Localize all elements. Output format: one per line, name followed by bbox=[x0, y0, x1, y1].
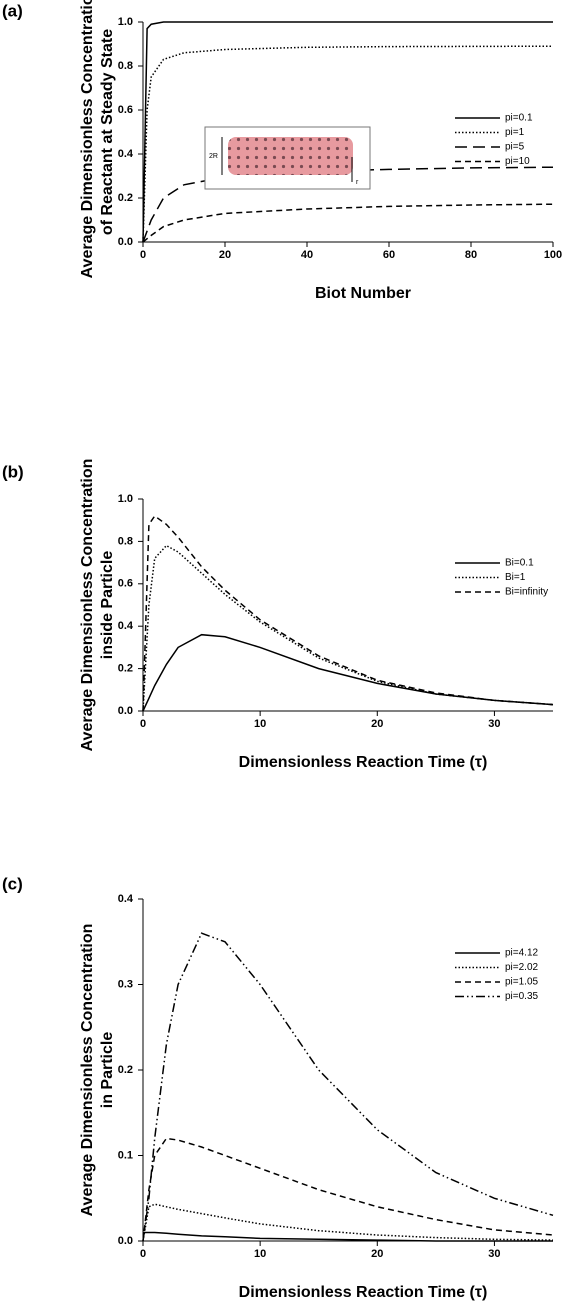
legend-label: pi=0.1 bbox=[505, 113, 533, 124]
y-tick-label: 0.6 bbox=[118, 104, 133, 116]
legend-label: Bi=1 bbox=[505, 572, 526, 583]
series-line bbox=[142, 21, 553, 243]
y-tick-label: 0.2 bbox=[118, 1064, 133, 1076]
y-axis-label: in Particle bbox=[99, 1032, 116, 1109]
series-line bbox=[142, 203, 554, 243]
y-axis-label: of Reactant at Steady State bbox=[99, 29, 116, 235]
y-tick-label: 0.4 bbox=[118, 893, 134, 905]
x-tick-label: 80 bbox=[465, 249, 477, 261]
x-tick-label: 0 bbox=[140, 1248, 146, 1260]
y-axis-label: inside Particle bbox=[99, 551, 116, 660]
legend-label: pi=2.02 bbox=[505, 962, 539, 973]
x-tick-label: 30 bbox=[488, 718, 500, 730]
legend-label: pi=4.12 bbox=[505, 948, 539, 959]
y-tick-label: 0.8 bbox=[118, 60, 133, 72]
panel-label: (a) bbox=[2, 1, 23, 20]
inset-label: r bbox=[356, 179, 359, 186]
x-tick-label: 0 bbox=[140, 718, 146, 730]
y-tick-label: 0.0 bbox=[118, 1235, 133, 1247]
panel-label: (c) bbox=[2, 874, 23, 893]
y-axis-label: Average Dimensionless Concentration bbox=[79, 0, 96, 278]
x-axis-label: Dimensionless Reaction Time (τ) bbox=[239, 1284, 488, 1301]
x-tick-label: 10 bbox=[254, 718, 266, 730]
y-axis-label: Average Dimensionless Concentration bbox=[79, 459, 96, 752]
inset: 2R r bbox=[204, 126, 371, 190]
series-line bbox=[142, 45, 554, 243]
y-tick-label: 0.8 bbox=[118, 535, 133, 547]
series-line bbox=[142, 544, 554, 712]
inset-particle bbox=[228, 137, 353, 175]
y-tick-label: 0.1 bbox=[118, 1149, 133, 1161]
x-tick-label: 100 bbox=[544, 249, 562, 261]
y-tick-label: 0.0 bbox=[118, 705, 133, 717]
legend-label: pi=1.05 bbox=[505, 977, 539, 988]
legend-label: Bi=0.1 bbox=[505, 558, 534, 569]
legend-label: pi=5 bbox=[505, 142, 525, 153]
y-axis-label: Average Dimensionless Concentration bbox=[79, 924, 96, 1217]
y-tick-label: 0.3 bbox=[118, 978, 133, 990]
y-tick-label: 0.0 bbox=[118, 236, 133, 248]
y-tick-label: 1.0 bbox=[118, 493, 133, 505]
x-axis-label: Biot Number bbox=[315, 285, 411, 302]
y-tick-label: 0.4 bbox=[118, 148, 134, 160]
series-line bbox=[142, 932, 554, 1242]
series-line bbox=[142, 514, 554, 712]
x-tick-label: 0 bbox=[140, 249, 146, 261]
x-tick-label: 10 bbox=[254, 1248, 266, 1260]
legend-label: pi=10 bbox=[505, 156, 530, 167]
x-tick-label: 60 bbox=[383, 249, 395, 261]
y-tick-label: 0.6 bbox=[118, 578, 133, 590]
series-line bbox=[142, 1137, 554, 1242]
y-tick-label: 0.2 bbox=[118, 192, 133, 204]
x-tick-label: 20 bbox=[371, 1248, 383, 1260]
x-tick-label: 20 bbox=[219, 249, 231, 261]
x-tick-label: 30 bbox=[488, 1248, 500, 1260]
series-line bbox=[143, 1231, 553, 1242]
legend-label: pi=0.35 bbox=[505, 991, 539, 1002]
x-tick-label: 20 bbox=[371, 718, 383, 730]
panel-label: (b) bbox=[2, 462, 24, 481]
inset-label: 2R bbox=[209, 153, 218, 160]
x-axis-label: Dimensionless Reaction Time (τ) bbox=[239, 754, 488, 771]
legend-label: pi=1 bbox=[505, 127, 525, 138]
y-tick-label: 0.4 bbox=[118, 620, 134, 632]
series-line bbox=[142, 1203, 554, 1242]
legend-label: Bi=infinity bbox=[505, 587, 548, 598]
y-tick-label: 0.2 bbox=[118, 663, 133, 675]
y-tick-label: 1.0 bbox=[118, 16, 133, 28]
x-tick-label: 40 bbox=[301, 249, 313, 261]
